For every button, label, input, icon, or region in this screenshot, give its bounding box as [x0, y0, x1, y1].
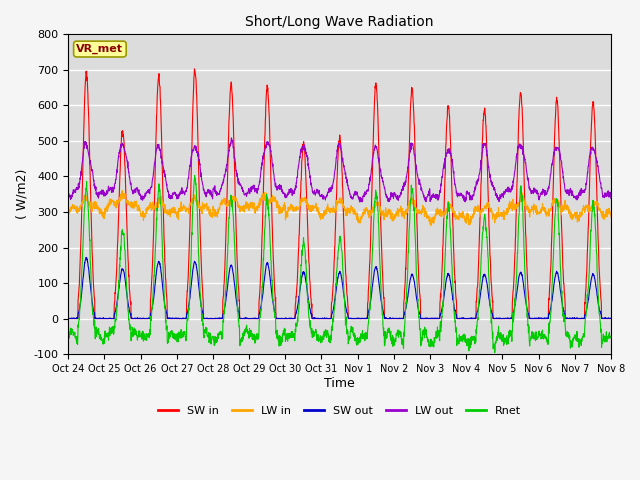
- LW out: [228, 135, 236, 141]
- LW out: [356, 199, 364, 205]
- SW out: [216, 315, 224, 321]
- SW out: [83, 254, 90, 260]
- Title: Short/Long Wave Radiation: Short/Long Wave Radiation: [245, 15, 434, 29]
- LW out: [367, 167, 375, 172]
- LW in: [355, 219, 363, 225]
- Rnet: [216, 332, 223, 338]
- SW in: [574, 316, 582, 322]
- LW in: [216, 204, 223, 210]
- LW out: [216, 192, 223, 197]
- SW out: [498, 316, 506, 322]
- Rnet: [559, 312, 567, 318]
- LW in: [427, 223, 435, 228]
- SW out: [65, 316, 72, 322]
- SW in: [367, 216, 375, 222]
- SW out: [367, 292, 375, 298]
- Line: SW in: SW in: [68, 69, 611, 319]
- X-axis label: Time: Time: [324, 377, 355, 390]
- LW in: [575, 214, 582, 220]
- SW in: [191, 66, 198, 72]
- LW in: [559, 204, 567, 209]
- LW out: [65, 191, 72, 197]
- SW in: [607, 316, 614, 322]
- SW in: [216, 316, 223, 322]
- Line: LW out: LW out: [68, 138, 611, 202]
- LW in: [65, 210, 72, 216]
- LW out: [607, 196, 614, 202]
- SW out: [356, 316, 364, 322]
- SW out: [65, 316, 72, 322]
- SW in: [355, 316, 363, 322]
- Rnet: [65, 335, 72, 341]
- Text: VR_met: VR_met: [76, 44, 124, 54]
- LW out: [559, 174, 567, 180]
- Rnet: [367, 280, 375, 286]
- Rnet: [491, 349, 499, 355]
- Y-axis label: ( W/m2): ( W/m2): [15, 169, 28, 219]
- Rnet: [191, 173, 198, 179]
- Line: SW out: SW out: [68, 257, 611, 319]
- SW out: [607, 315, 614, 321]
- Rnet: [607, 335, 614, 340]
- SW out: [559, 307, 567, 312]
- Rnet: [498, 332, 506, 338]
- Legend: SW in, LW in, SW out, LW out, Rnet: SW in, LW in, SW out, LW out, Rnet: [154, 401, 526, 420]
- LW in: [498, 210, 506, 216]
- Rnet: [575, 336, 582, 342]
- SW out: [575, 316, 582, 322]
- Rnet: [355, 337, 363, 343]
- LW in: [118, 188, 126, 193]
- Line: LW in: LW in: [68, 191, 611, 226]
- LW out: [498, 193, 506, 199]
- LW in: [367, 213, 375, 218]
- SW in: [559, 267, 567, 273]
- LW out: [355, 197, 363, 203]
- LW in: [607, 214, 614, 220]
- LW out: [575, 193, 582, 199]
- SW in: [497, 316, 505, 322]
- SW in: [65, 316, 72, 322]
- Line: Rnet: Rnet: [68, 176, 611, 352]
